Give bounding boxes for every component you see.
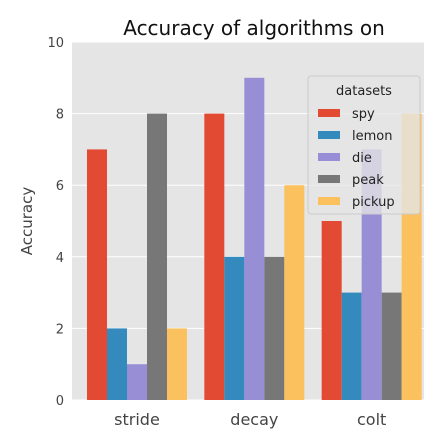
x-tick-label: decay: [230, 410, 278, 429]
bar-stride-spy: [87, 149, 107, 400]
bar-decay-peak: [264, 256, 285, 400]
bar-colt-spy: [321, 221, 342, 400]
legend-swatch-pickup: [318, 197, 340, 205]
legend-entry-die: die: [352, 151, 372, 166]
legend-entry-peak: peak: [352, 173, 384, 188]
legend-title: datasets: [336, 84, 392, 99]
legend-swatch-lemon: [318, 131, 340, 139]
legend-swatch-peak: [318, 175, 340, 183]
y-tick-label: 0: [56, 394, 64, 409]
bar-stride-peak: [147, 113, 167, 400]
y-tick-label: 10: [47, 36, 64, 51]
y-tick-label: 4: [56, 251, 64, 266]
x-tick-labels: stride decay colt: [114, 410, 386, 429]
bar-decay-spy: [204, 113, 225, 400]
bar-colt-lemon: [341, 292, 362, 400]
legend-entry-lemon: lemon: [352, 129, 392, 144]
bar-stride-lemon: [107, 328, 127, 400]
bar-decay-lemon: [224, 256, 245, 400]
bar-decay-pickup: [284, 185, 305, 400]
chart-title-line-1: Accuracy of algorithms on: [123, 16, 385, 40]
y-tick-label: 6: [56, 179, 64, 194]
legend-swatch-die: [318, 153, 340, 161]
bar-decay-die: [244, 77, 265, 401]
bar-stride-pickup: [167, 328, 187, 400]
y-tick-label: 2: [56, 322, 64, 337]
y-tick-labels: 0 2 4 6 8 10: [47, 36, 64, 409]
legend-swatch-spy: [318, 109, 340, 117]
bar-stride-die: [127, 364, 147, 400]
bar-colt-peak: [381, 292, 402, 400]
x-tick-label: stride: [114, 410, 160, 429]
bars: [87, 77, 422, 401]
x-tick-label: colt: [357, 410, 386, 429]
y-axis-label: Accuracy: [18, 187, 36, 256]
legend-entry-pickup: pickup: [352, 195, 395, 210]
legend: datasets spy lemon die peak pickup: [307, 75, 421, 215]
y-tick-label: 8: [56, 108, 64, 123]
legend-entry-spy: spy: [352, 107, 375, 122]
